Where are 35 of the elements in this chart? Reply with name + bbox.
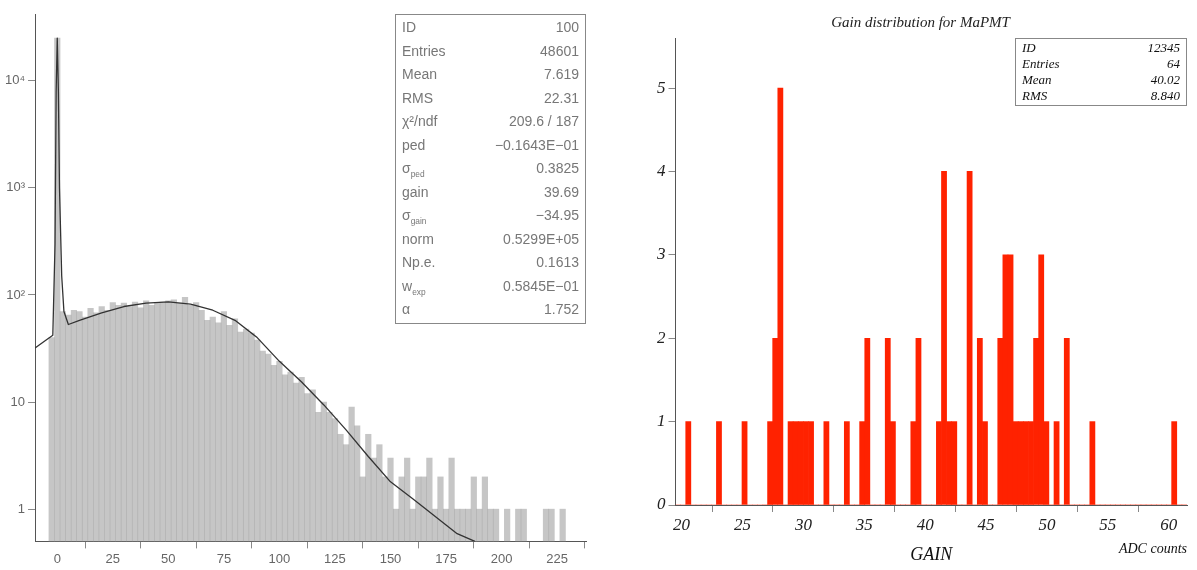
x-tick-label: 100 bbox=[268, 550, 291, 566]
x-tick-label: 175 bbox=[435, 550, 457, 566]
x-tick-label: 45 bbox=[977, 514, 995, 534]
x-tick-label: 50 bbox=[161, 550, 176, 566]
x-tick-label: 125 bbox=[324, 550, 346, 566]
x-tick-label: 25 bbox=[105, 550, 121, 566]
y-tick-label: 2 bbox=[657, 327, 666, 347]
x-tick-label: 150 bbox=[379, 550, 402, 566]
x-tick-label: 0 bbox=[53, 550, 61, 566]
y-tick-label: 1 bbox=[657, 411, 666, 431]
x-tick-label: 50 bbox=[1038, 514, 1056, 534]
x-tick-label: 25 bbox=[733, 514, 751, 534]
y-tick-label: 3 bbox=[656, 244, 666, 264]
y-tick-label: 1 bbox=[17, 500, 26, 516]
y-tick-label: 10 bbox=[10, 393, 26, 409]
stats-box: ID 12345 Entries 64 Mean 40.02 RMS 8.840 bbox=[1015, 38, 1187, 106]
x-tick-label: 40 bbox=[916, 514, 935, 534]
x-tick-label: 225 bbox=[546, 550, 568, 566]
y-tick-label: 10² bbox=[6, 286, 26, 302]
chart-title: Gain distribution for MaPMT bbox=[831, 13, 1012, 30]
y-tick-label: 0 bbox=[657, 494, 666, 514]
x-tick-label: 30 bbox=[793, 514, 813, 534]
text: ADC counts bbox=[1117, 540, 1188, 556]
x-tick-label: 35 bbox=[854, 514, 873, 534]
y-tick-label: 10⁴ bbox=[5, 72, 26, 88]
x-tick-label: 200 bbox=[490, 550, 513, 566]
x-tick-label: 75 bbox=[216, 550, 232, 566]
y-tick-label: 4 bbox=[657, 160, 666, 180]
x-tick-label: 55 bbox=[1099, 514, 1117, 534]
x-axis-title: GAIN bbox=[910, 543, 954, 564]
y-tick-label: 10³ bbox=[6, 179, 26, 195]
stats-box: ID 100 Entries 48601 Mean 7.619 RMS 22.31 χ²/ndf 209.6 / 187 ped −0.1643E−01 σ$_{ped}$ 0.3825 gain 39.69 σ$_{gain}$ −34.95 norm 0.5299E+05 Np.e. 0.1613 w$_{exp}$ 0.5845E−01 α 1.752 bbox=[395, 14, 586, 324]
x-tick-label: 60 bbox=[1160, 514, 1178, 534]
y-tick-label: 5 bbox=[657, 77, 666, 97]
x-tick-label: 20 bbox=[673, 514, 691, 534]
